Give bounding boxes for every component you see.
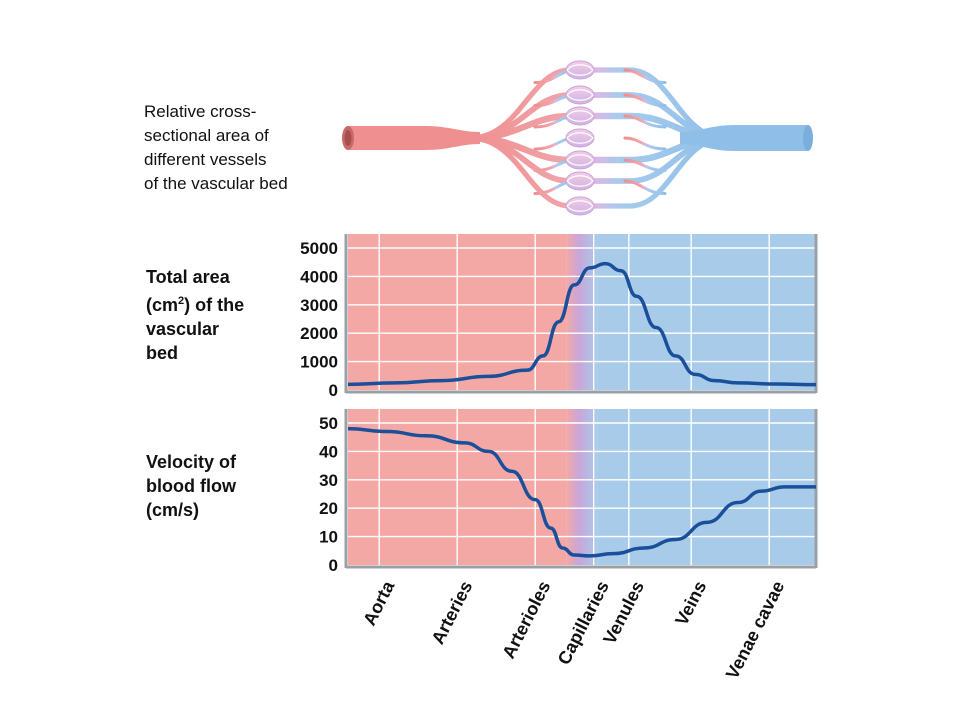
y-tick-label: 0	[329, 381, 338, 400]
capillary-loop	[566, 64, 594, 76]
vessel-diagram	[342, 60, 813, 216]
capillary-loop	[566, 132, 594, 144]
velocity-label-line1: Velocity of	[146, 452, 237, 472]
capillary-loop	[566, 154, 594, 166]
x-category-label: Arteries	[428, 578, 477, 648]
capillary-beds	[565, 60, 595, 216]
data-series-line	[347, 426, 816, 558]
y-tick-label: 0	[329, 556, 338, 575]
x-category-label: Aorta	[359, 577, 399, 629]
aorta-vessel	[348, 126, 480, 150]
vena-cava-vessel	[680, 125, 808, 151]
vessel-branch	[467, 135, 728, 184]
x-category-label: Venae cavae	[722, 578, 788, 683]
capillary-region	[566, 409, 598, 565]
y-tick-label: 1000	[300, 353, 338, 372]
y-tick-label: 50	[319, 414, 338, 433]
venule-branch	[623, 93, 667, 107]
vessel-branch	[467, 67, 728, 141]
area-panel-label: Total area (cm2) of the vascular bed	[146, 265, 244, 365]
velocity-label-line3: (cm/s)	[146, 500, 200, 520]
y-tick-label: 2000	[300, 324, 338, 343]
data-series-line	[347, 261, 817, 387]
area-label-line2: (cm2) of the	[146, 295, 245, 315]
capillary-region	[566, 234, 598, 390]
venule-branch	[623, 114, 667, 129]
venule-branch	[623, 68, 667, 84]
x-category-label: Arterioles	[498, 578, 554, 662]
y-tick-label: 40	[319, 442, 338, 461]
capillary-loop	[566, 200, 594, 212]
vessel-branch	[467, 92, 728, 141]
x-category-label: Capillaries	[554, 578, 613, 668]
diagram-label: Relative cross- sectional area of differ…	[144, 102, 288, 193]
velocity-panel-label: Velocity of blood flow (cm/s)	[146, 450, 236, 522]
venule-branch	[623, 136, 667, 151]
venous-region	[597, 234, 816, 390]
capillary-loop	[566, 110, 594, 122]
velocity-label-line2: blood flow	[146, 476, 236, 496]
x-category-label: Veins	[671, 578, 710, 629]
capillary-loop	[566, 175, 594, 187]
area-chart: 0 1000 2000 3000 4000 5000	[300, 234, 818, 400]
y-tick-label: 20	[319, 499, 338, 518]
y-tick-label: 5000	[300, 239, 338, 258]
y-tick-label: 10	[319, 528, 338, 547]
area-label-line3: vascular	[146, 319, 220, 339]
y-tick-label: 4000	[300, 267, 338, 286]
area-label-line1: Total area	[146, 267, 230, 287]
vessel-branch	[467, 135, 728, 209]
y-tick-label: 3000	[300, 296, 338, 315]
y-tick-label: 30	[319, 471, 338, 490]
capillary-loop	[566, 89, 594, 101]
area-label-line4: bed	[146, 343, 179, 363]
velocity-chart: 0 10 20 30 40 50	[319, 409, 818, 575]
